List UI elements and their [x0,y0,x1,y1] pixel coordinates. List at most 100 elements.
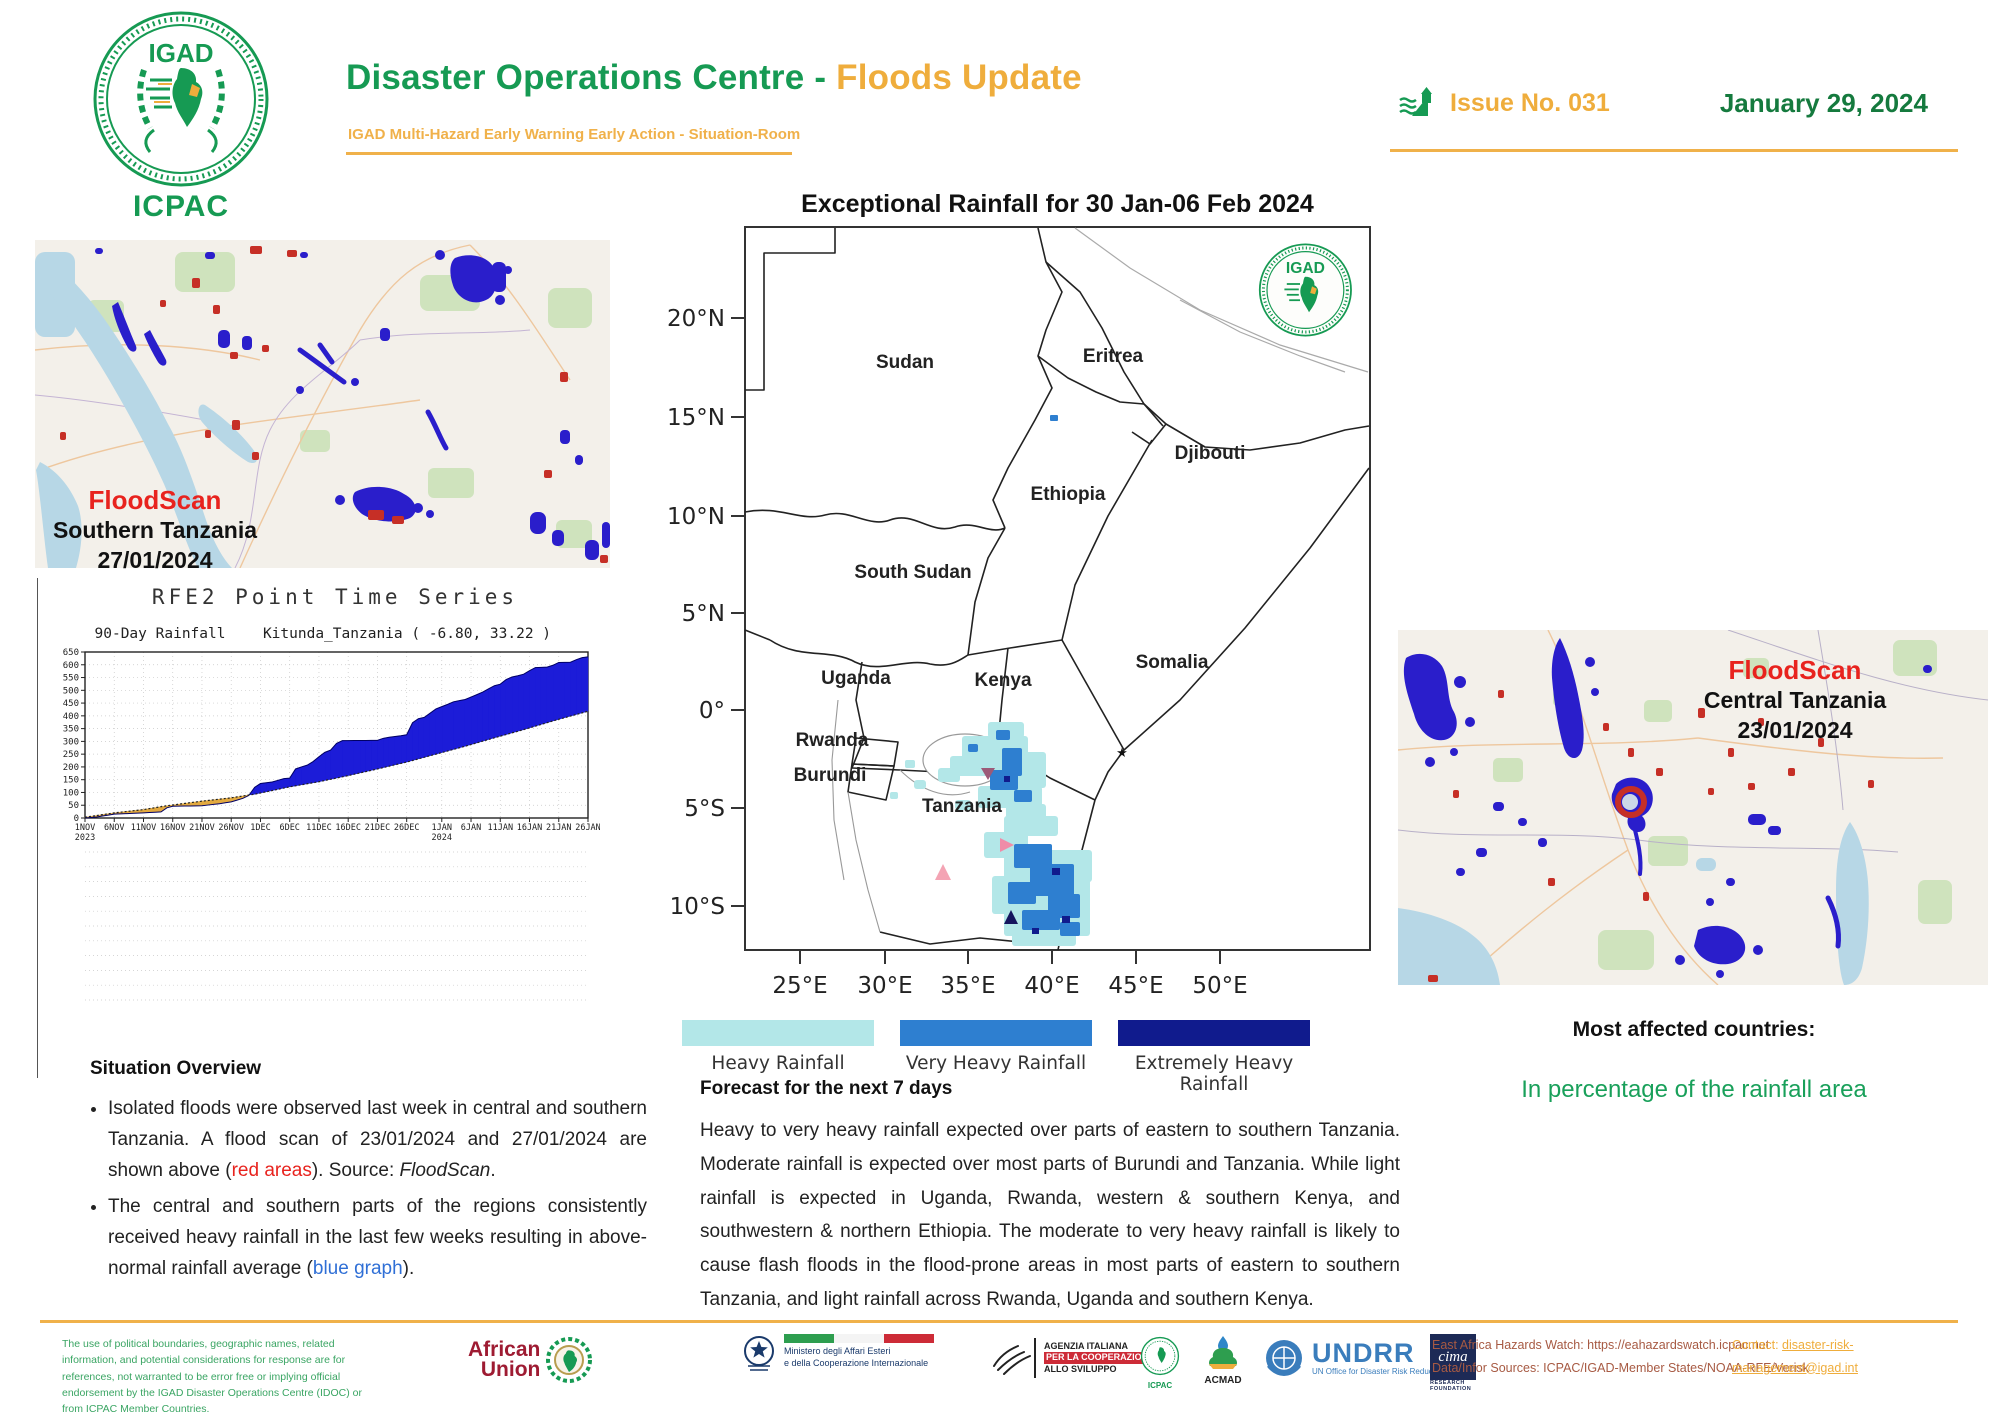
acmad-logo: ACMAD [1198,1334,1248,1386]
svg-text:30°E: 30°E [857,973,912,999]
affected-subheading: In percentage of the rainfall area [1521,1076,1867,1103]
svg-text:300: 300 [63,737,79,747]
aics-hand-icon [993,1338,1036,1378]
icpac-emblem-icon [1140,1336,1180,1376]
aics-text-2: PER LA COOPERAZIONE [1044,1352,1157,1364]
au-emblem-icon [546,1337,593,1383]
svg-text:5°S: 5°S [684,796,725,822]
svg-text:20°N: 20°N [667,306,725,332]
svg-text:Kitunda_Tanzania ( -6.80, 33.2: Kitunda_Tanzania ( -6.80, 33.22 ) [263,626,551,642]
floodscan-left-caption: FloodScan Southern Tanzania 27/01/2024 [50,485,260,576]
fsr-lakes [1398,822,1869,985]
footer-contact: Contact: disaster-risk-management@igad.i… [1732,1334,1972,1379]
affected-heading: Most affected countries: [1572,1018,1816,1041]
svg-text:0°: 0° [699,698,725,724]
floodscan-right-caption: FloodScan Central Tanzania 23/01/2024 [1680,655,1910,746]
page-title-orange: Floods Update [836,58,1082,97]
svg-text:250: 250 [63,750,79,760]
italian-ministry-logo: Ministero degli Affari Esteri e della Co… [742,1334,972,1374]
rich-text-span: blue graph [312,1257,403,1279]
issue-date: January 29, 2024 [1719,87,1928,118]
ministry-text-1: Ministero degli Affari Esteri [784,1346,891,1356]
footer-disclaimer: The use of political boundaries, geograp… [62,1338,362,1414]
svg-text:11DEC: 11DEC [306,823,332,833]
igad-logo: IGAD [93,11,269,187]
footer-rule [40,1320,1958,1323]
ministry-emblem-icon [744,1336,774,1371]
org-name: ICPAC [132,190,230,223]
aics-logo: AGENZIA ITALIANA PER LA COOPERAZIONE ALL… [988,1336,1157,1380]
map-markers: ★ [935,745,1128,924]
page-title-green: Disaster Operations Centre - [346,58,837,97]
fsl-lakes [35,252,257,568]
floodscan-left-tag: FloodScan [88,485,222,515]
map-axis-ticks: 20°N 15°N 10°N 5°N 0° 5°S 10°S 25°E 30°E 35°E 40°E… [667,306,1248,999]
hazards-watch-link[interactable]: East Africa Hazards Watch: https://eahaz… [1432,1338,1770,1352]
svg-text:350: 350 [63,725,79,735]
situation-bullet: The central and southern parts of the re… [108,1192,647,1284]
floodscan-right-date: 23/01/2024 [1737,716,1853,743]
au-text-1: African [468,1338,541,1362]
fsr-flood-red [1428,690,1874,982]
legend-swatch-heavy [682,1020,874,1046]
svg-text:50: 50 [68,801,79,811]
fsl-flood-red [60,246,608,563]
situation-heading: Situation Overview [90,1058,262,1079]
legend-label-very-heavy: Very Heavy Rainfall [905,1053,1087,1074]
svg-text:0: 0 [74,814,79,824]
legend-swatch-extremely-heavy [1118,1020,1310,1046]
svg-text:6NOV: 6NOV [104,823,124,833]
header-rule-left [346,152,792,155]
svg-text:16NOV: 16NOV [160,823,186,833]
svg-text:600: 600 [63,661,79,671]
svg-text:100: 100 [63,788,79,798]
forecast-section: Forecast for the next 7 days Heavy to ve… [700,1078,1400,1317]
most-affected-section: Most affected countries: In percentage o… [1400,1018,1988,1114]
rich-text-span: ). [402,1257,415,1279]
situation-overview-section: Situation Overview Isolated floods were … [62,1058,647,1291]
rfe2-chart-kitunda: RFE2 Point Time Series 90-Day Rainfall Kit… [63,585,600,1001]
svg-text:21NOV: 21NOV [189,823,215,833]
svg-text:10°N: 10°N [667,504,725,530]
au-text-2: Union [480,1358,541,1381]
svg-text:16JAN: 16JAN [517,823,543,833]
city-star-icon: ★ [1116,745,1128,760]
issue-row: Issue No. 031 January 29, 2024 [1398,86,1958,120]
svg-text:200: 200 [63,763,79,773]
svg-text:21DEC: 21DEC [365,823,391,833]
rich-text-span: The central and southern parts of the re… [108,1196,647,1279]
svg-text:6JAN: 6JAN [461,823,481,833]
page-title: Disaster Operations Centre - Floods Upda… [346,58,1082,98]
rich-text-span: FloodScan [399,1159,491,1181]
floodscan-map-southern-tanzania [35,240,610,568]
svg-text:21JAN: 21JAN [546,823,572,833]
svg-text:South Sudan: South Sudan [854,562,971,583]
acmad-icon [1209,1336,1237,1369]
african-union-logo: African Union [468,1336,593,1384]
floodscan-right-region: Central Tanzania [1703,686,1887,713]
svg-text:6DEC: 6DEC [279,823,299,833]
italian-flag-bar [784,1334,934,1343]
icpac-footer-logo: ICPAC [1138,1336,1182,1390]
footer-links: East Africa Hazards Watch: https://eahaz… [1432,1334,1972,1379]
svg-text:26JAN: 26JAN [575,823,600,833]
map-coast-light [1074,227,1369,373]
floodscan-map-central-tanzania [1398,630,1988,985]
svg-text:16DEC: 16DEC [335,823,361,833]
svg-text:90-Day Rainfall: 90-Day Rainfall [95,626,226,642]
map-country-labels: Sudan Eritrea Djibouti Ethiopia South Sudan U… [794,346,1246,817]
svg-text:500: 500 [63,686,79,696]
svg-text:150: 150 [63,776,79,786]
acmad-label: ACMAD [1204,1375,1242,1386]
contact-email-link[interactable]: disaster-risk-management@igad.int [1732,1338,1858,1375]
rainfall-very-heavy-cells [968,415,1080,936]
undrr-logo: UNDRR UN Office for Disaster Risk Reduct… [1262,1336,1446,1380]
page-subtitle: IGAD Multi-Hazard Early Warning Early Ac… [348,126,801,143]
svg-text:50°E: 50°E [1192,973,1247,999]
svg-text:5°N: 5°N [682,601,725,627]
rainfall-legend: Heavy Rainfall Very Heavy Rainfall Extre… [682,1020,1310,1095]
igad-logo-text: IGAD [149,38,214,68]
legend-swatch-very-heavy [900,1020,1092,1046]
